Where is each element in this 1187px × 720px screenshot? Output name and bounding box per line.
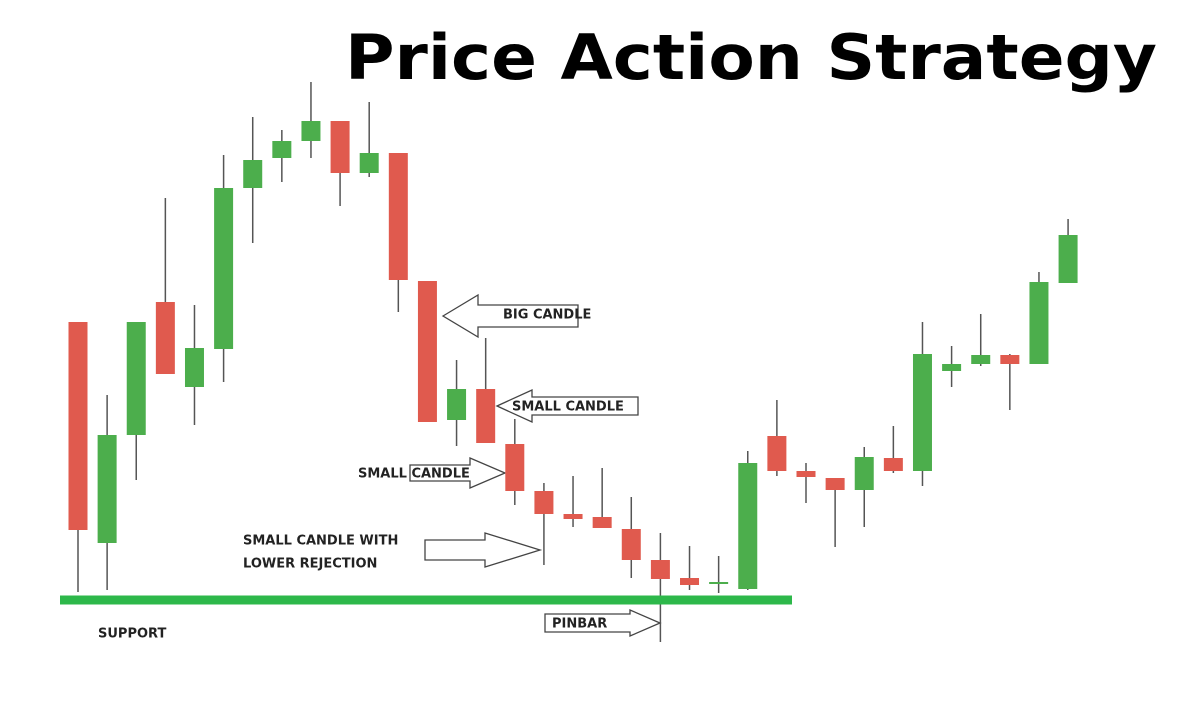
candle-body bbox=[301, 121, 321, 141]
candle-body bbox=[942, 364, 962, 371]
annotation: SMALL CANDLE WITH bbox=[243, 534, 398, 549]
arrow bbox=[544, 609, 662, 637]
candle-body bbox=[563, 514, 583, 519]
candle-body bbox=[912, 354, 932, 471]
candle-body bbox=[272, 141, 292, 158]
candle-body bbox=[1029, 282, 1049, 364]
candle-body bbox=[621, 529, 641, 560]
candle-body bbox=[155, 302, 175, 374]
candle-body bbox=[447, 389, 467, 420]
candle-body bbox=[97, 435, 117, 543]
candle-body bbox=[796, 471, 816, 477]
candle-body bbox=[184, 348, 204, 387]
candle-body bbox=[68, 322, 88, 530]
arrow bbox=[424, 532, 543, 568]
arrow bbox=[441, 293, 579, 339]
candle-body bbox=[854, 457, 874, 490]
annotation: LOWER REJECTION bbox=[243, 557, 377, 572]
candle-body bbox=[825, 478, 845, 490]
arrow bbox=[409, 457, 507, 489]
annotation: PINBAR bbox=[552, 617, 607, 632]
annotation: SMALL CANDLE bbox=[358, 467, 470, 482]
candle-body bbox=[592, 517, 612, 528]
annotation: BIG CANDLE bbox=[503, 308, 591, 323]
candle-body bbox=[388, 153, 408, 280]
candle-body bbox=[709, 582, 729, 584]
candle-body bbox=[243, 160, 263, 188]
candle-body bbox=[359, 153, 379, 173]
support-label: SUPPORT bbox=[98, 627, 166, 642]
candle-body bbox=[534, 491, 554, 514]
candle-body bbox=[767, 436, 787, 471]
candle-body bbox=[214, 188, 234, 349]
candle-body bbox=[417, 281, 437, 422]
candle-body bbox=[680, 578, 700, 585]
candle-body bbox=[1000, 355, 1020, 364]
candle-body bbox=[738, 463, 758, 589]
candle-body bbox=[883, 458, 903, 471]
annotation: SMALL CANDLE bbox=[512, 400, 624, 415]
candle-body bbox=[126, 322, 146, 435]
candle-body bbox=[330, 121, 350, 173]
candle-body bbox=[476, 389, 496, 443]
candle-body bbox=[505, 444, 525, 491]
arrow bbox=[495, 388, 639, 424]
candle-body bbox=[1058, 235, 1078, 283]
candle-body bbox=[971, 355, 991, 364]
chart-title: Price Action Strategy bbox=[345, 21, 1157, 94]
candle-body bbox=[650, 560, 670, 579]
